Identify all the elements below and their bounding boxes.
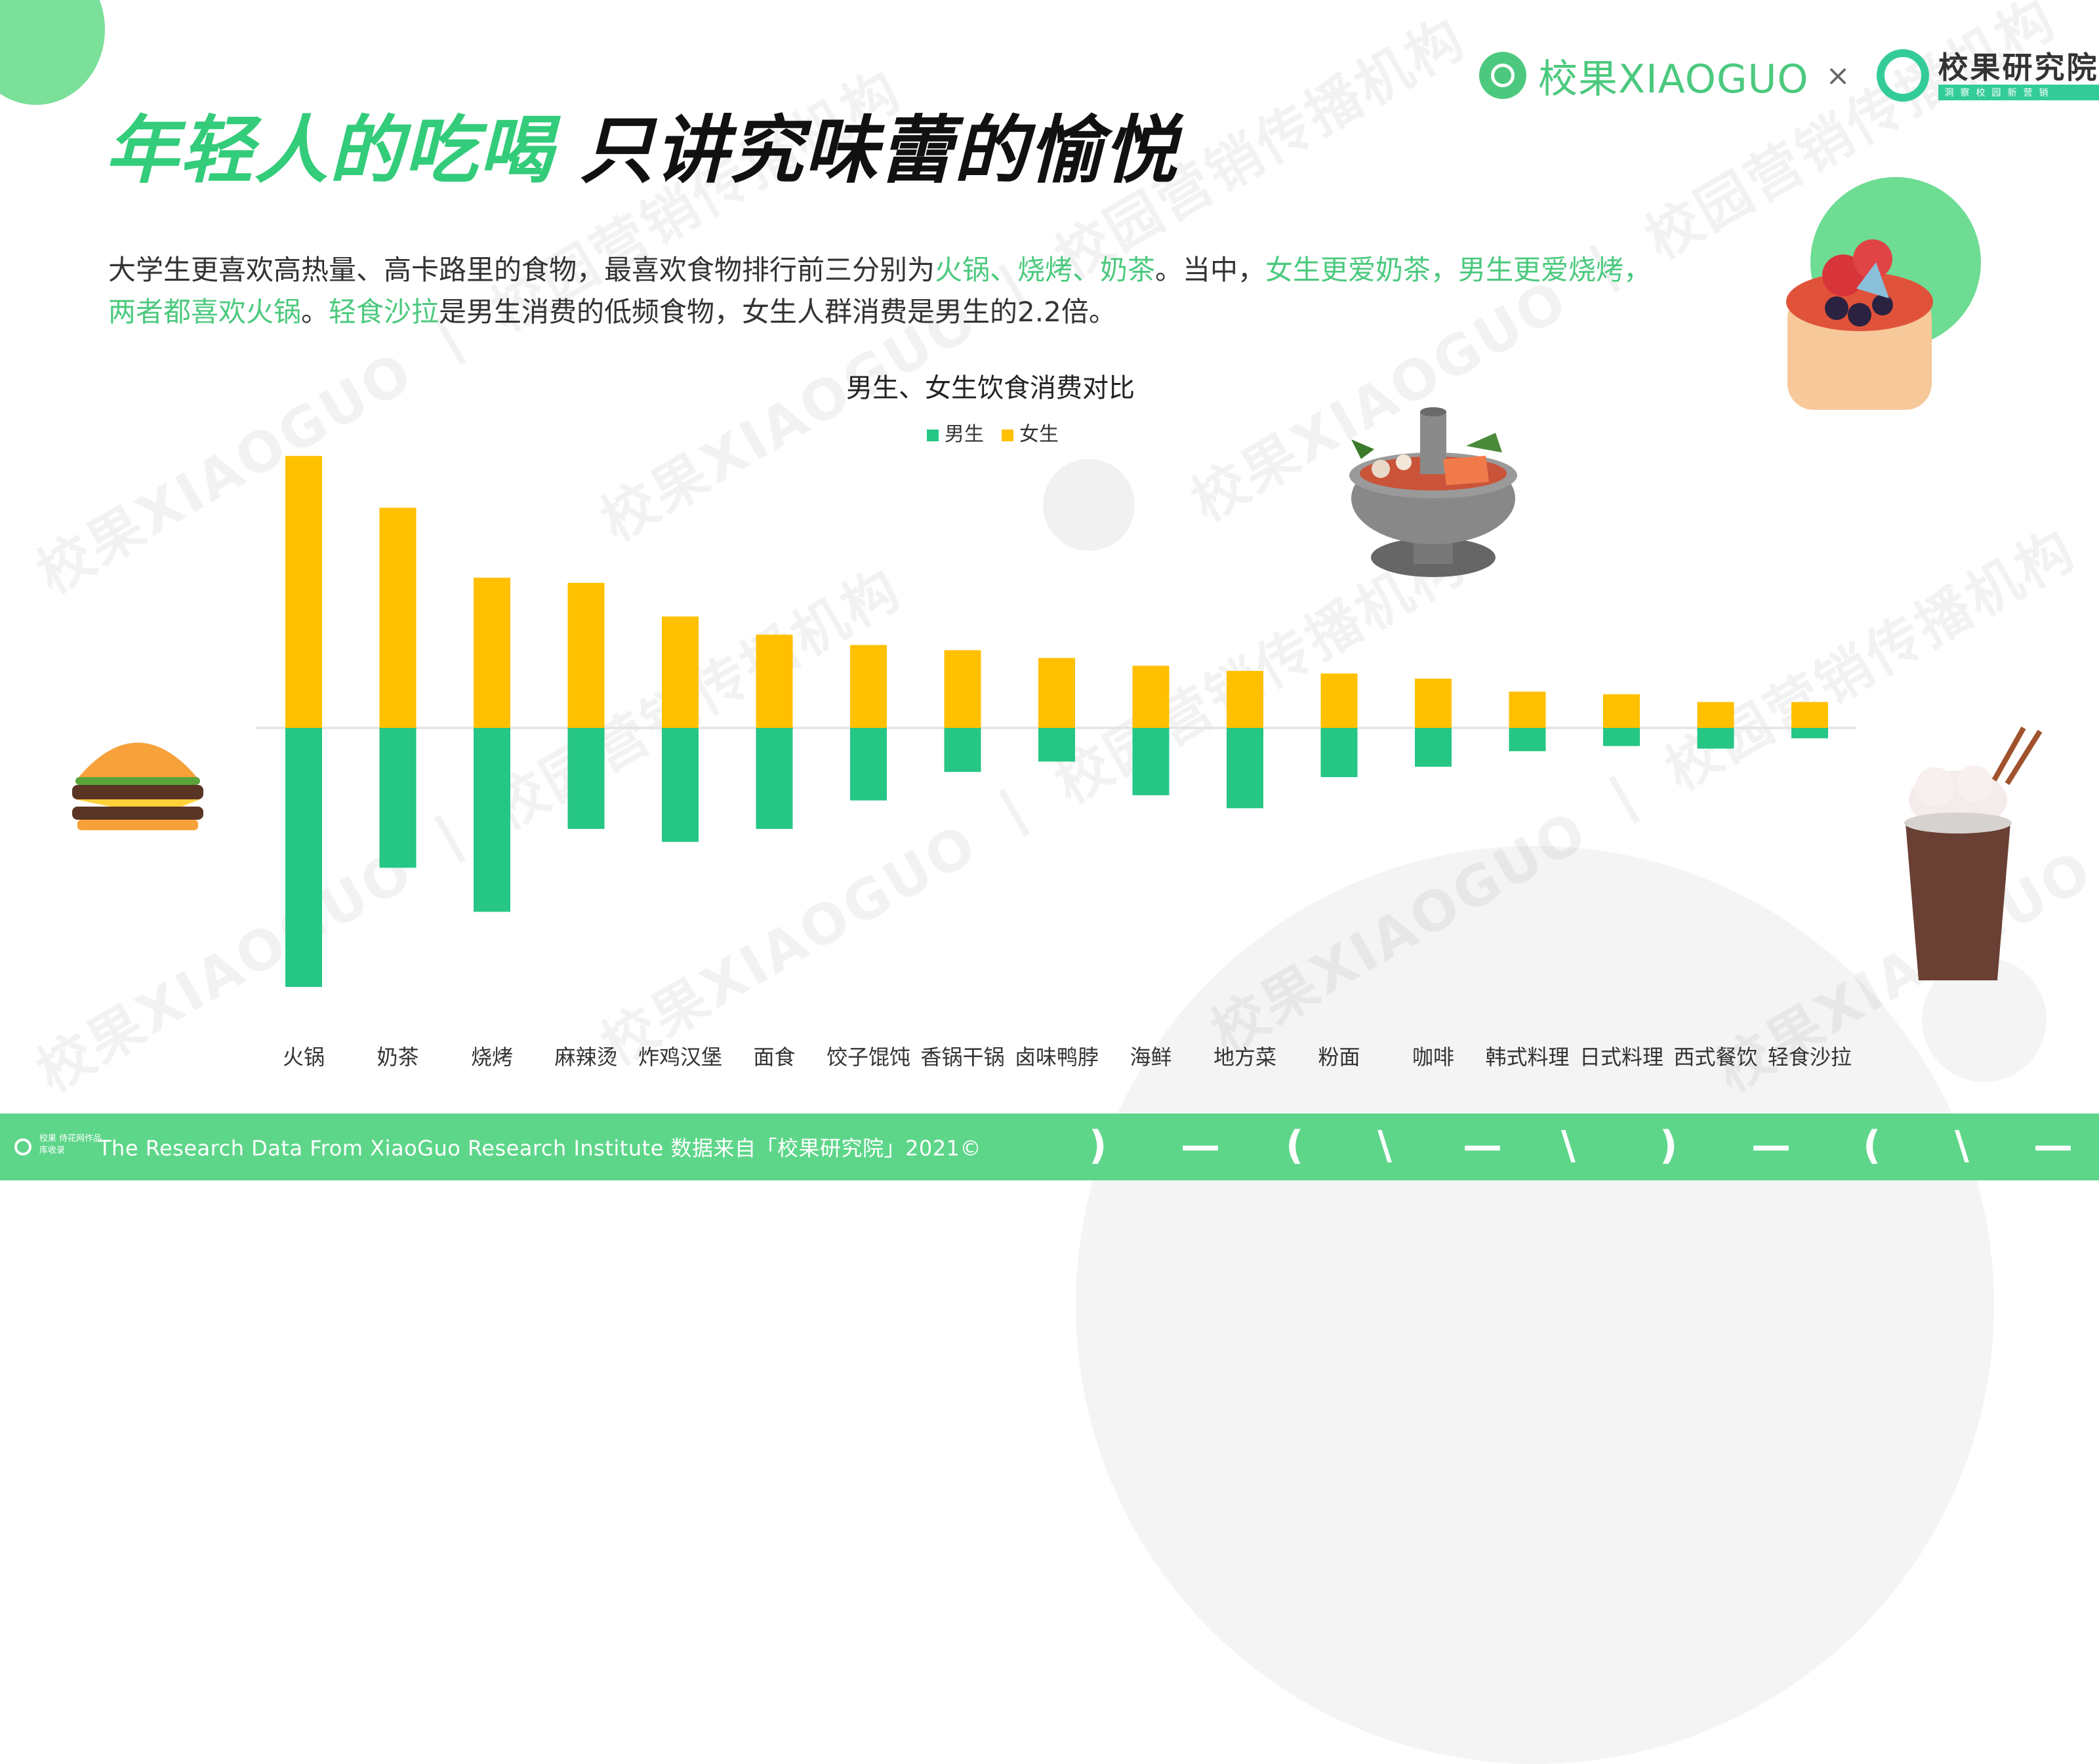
bar-female-8 <box>1038 658 1075 728</box>
intro-highlight: 轻食沙拉 <box>329 296 439 328</box>
page-title: 年轻人的吃喝 只讲究味蕾的愉悦 <box>105 98 1178 193</box>
bar-female-12 <box>1415 678 1452 728</box>
x-axis-label: 地方菜 <box>1213 1045 1276 1070</box>
x-axis-label: 麻辣烫 <box>554 1045 617 1070</box>
chart-legend: 男生 女生 <box>927 423 1059 446</box>
research-institute-name: 校果研究院 <box>1938 50 2099 85</box>
x-axis-label: 炸鸡汉堡 <box>638 1045 722 1070</box>
consumption-chart: 男生、女生饮食消费对比 男生 女生 火锅 奶茶 烧烤 麻辣烫 炸鸡汉堡 面食 饺子馄饨 香锅干… <box>72 239 2043 1070</box>
bar-male-8 <box>1038 728 1075 762</box>
bar-female-7 <box>944 650 981 728</box>
bg-circle-mid <box>1043 459 1135 551</box>
intro-highlight: 火锅、烧烤、奶茶 <box>935 254 1156 286</box>
research-institute-logo: 校果研究院 洞察校园新营销 <box>1938 50 2099 100</box>
bar-female-15 <box>1697 702 1734 728</box>
intro-text: 是男生消费的低频食物，女生人群消费是男生的2.2倍。 <box>439 296 1116 328</box>
x-axis-label: 火锅 <box>283 1045 325 1070</box>
bar-male-4 <box>662 728 699 842</box>
intro-text: 。当中， <box>1155 254 1266 286</box>
x-axis-label: 西式餐饮 <box>1673 1045 1757 1070</box>
x-axis-label: 面食 <box>753 1045 795 1070</box>
decorative-slash-icon: \ <box>1955 1123 1969 1169</box>
logo-separator: × <box>1825 58 1850 92</box>
chart-bars <box>285 456 1828 987</box>
bar-male-13 <box>1509 728 1546 752</box>
bar-female-5 <box>756 634 793 728</box>
intro-text: 大学生更喜欢高热量、高卡路里的食物，最喜欢食物排行前三分别为 <box>108 254 935 286</box>
decorative-slash-icon: \ <box>1377 1123 1392 1169</box>
intro-paragraph: 大学生更喜欢高热量、高卡路里的食物，最喜欢食物排行前三分别为火锅、烧烤、奶茶。当… <box>108 249 1669 333</box>
x-axis-label: 卤味鸭脖 <box>1015 1045 1099 1070</box>
x-axis-label: 香锅干锅 <box>920 1045 1004 1070</box>
x-axis-label: 海鲜 <box>1130 1045 1172 1070</box>
bar-female-11 <box>1320 673 1358 728</box>
xiaoguo-logo-icon <box>1479 52 1526 99</box>
brand-logos: 校果XIAOGUO × 校果研究院 洞察校园新营销 <box>1479 46 2099 105</box>
decorative-bracket-icon: ( <box>1863 1123 1881 1169</box>
decorative-dash-icon: — <box>1463 1123 1502 1169</box>
bar-female-13 <box>1509 691 1546 728</box>
bar-female-1 <box>379 508 417 728</box>
decorative-dash-icon: — <box>1751 1123 1791 1169</box>
bar-female-16 <box>1791 702 1828 728</box>
bar-male-5 <box>756 728 793 830</box>
iced-coffee-icon <box>1904 727 2043 980</box>
bar-female-0 <box>285 456 322 728</box>
bar-female-10 <box>1227 671 1263 728</box>
decorative-slash-icon: \ <box>1561 1123 1576 1169</box>
dessert-icon <box>1786 239 1933 410</box>
x-axis-label: 饺子馄饨 <box>826 1045 910 1070</box>
bar-male-3 <box>567 728 605 830</box>
decorative-bracket-icon: ) <box>1660 1123 1678 1169</box>
bar-male-9 <box>1132 728 1170 795</box>
bar-female-2 <box>474 577 510 728</box>
bar-female-14 <box>1603 694 1640 728</box>
xiaoguo-logo-text: 校果XIAOGUO <box>1538 56 1809 102</box>
hotpot-icon <box>1349 407 1517 577</box>
title-green-part: 年轻人的吃喝 <box>105 108 554 193</box>
decorative-dash-icon: — <box>1181 1123 1220 1169</box>
chart-title: 男生、女生饮食消费对比 <box>846 373 1135 403</box>
decorative-dash-icon: — <box>2033 1123 2073 1169</box>
decorative-bracket-icon: ) <box>1089 1123 1107 1169</box>
bar-male-6 <box>850 728 887 801</box>
x-axis-label: 咖啡 <box>1412 1045 1454 1070</box>
bar-male-16 <box>1791 728 1828 738</box>
bar-male-14 <box>1603 728 1640 746</box>
footer-bar: 校果 侍花网作品库收录 The Research Data From XiaoG… <box>0 1113 2099 1180</box>
footer-badge-text: 校果 侍花网作品库收录 <box>39 1134 102 1155</box>
flower-icon <box>14 1138 31 1155</box>
legend-swatch-female <box>1002 430 1013 441</box>
x-axis-label: 粉面 <box>1318 1045 1360 1070</box>
title-black-part: 只讲究味蕾的愉悦 <box>580 108 1178 193</box>
legend-label-male: 男生 <box>945 423 984 446</box>
burger-icon <box>72 742 203 830</box>
research-institute-slogan: 洞察校园新营销 <box>1938 85 2099 100</box>
footer-source-text: The Research Data From XiaoGuo Research … <box>98 1136 981 1161</box>
x-axis-label: 轻食沙拉 <box>1768 1045 1852 1070</box>
bar-male-11 <box>1320 728 1358 778</box>
bar-male-10 <box>1227 728 1263 809</box>
bar-male-1 <box>379 728 417 868</box>
intro-highlight: 女生更爱奶茶，男生更爱烧烤，两者都喜欢火锅 <box>108 254 1652 328</box>
bar-male-7 <box>944 728 981 772</box>
bar-male-2 <box>474 728 510 912</box>
x-axis-label: 烧烤 <box>471 1045 513 1070</box>
x-axis-label: 韩式料理 <box>1485 1045 1569 1070</box>
legend-swatch-male <box>927 430 939 441</box>
bar-male-0 <box>285 728 322 987</box>
bar-female-6 <box>850 645 887 728</box>
x-axis-label: 奶茶 <box>377 1045 418 1070</box>
bar-male-15 <box>1697 728 1734 749</box>
bar-female-4 <box>662 616 699 728</box>
decorative-bracket-icon: ( <box>1286 1123 1304 1169</box>
chart-x-labels: 火锅 奶茶 烧烤 麻辣烫 炸鸡汉堡 面食 饺子馄饨 香锅干锅 卤味鸭脖 海鲜 地方菜 粉面 咖啡 韩式料理… <box>283 1045 1852 1070</box>
bar-male-12 <box>1415 728 1452 767</box>
intro-text: 。 <box>301 296 329 328</box>
x-axis-label: 日式料理 <box>1579 1045 1663 1070</box>
bar-female-3 <box>567 582 605 728</box>
legend-label-female: 女生 <box>1019 423 1059 446</box>
bar-female-9 <box>1132 666 1170 728</box>
